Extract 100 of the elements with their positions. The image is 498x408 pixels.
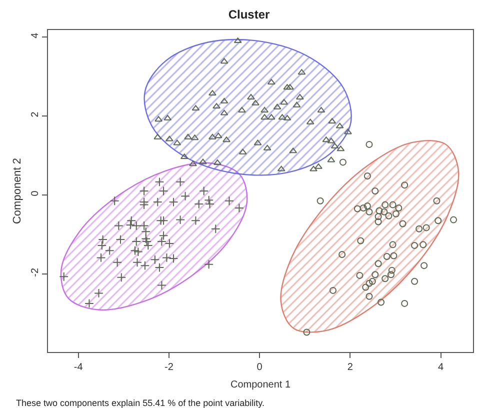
point: [180, 154, 188, 160]
point: [168, 254, 178, 264]
point: [180, 191, 190, 201]
point: [364, 172, 371, 180]
point: [164, 114, 172, 120]
point: [158, 186, 168, 196]
point: [362, 284, 370, 291]
point: [220, 110, 228, 116]
point: [401, 300, 408, 307]
point: [267, 78, 276, 84]
point: [114, 221, 124, 230]
point: [164, 238, 174, 248]
point: [330, 142, 339, 148]
point: [192, 105, 200, 111]
point: [141, 234, 151, 244]
point: [154, 262, 164, 272]
point: [328, 118, 336, 124]
x-tick-label: 4: [438, 362, 444, 373]
point: [389, 201, 396, 208]
point: [168, 197, 178, 207]
point: [204, 195, 214, 205]
point: [165, 136, 174, 142]
point: [322, 136, 330, 142]
point: [329, 286, 336, 294]
point: [133, 247, 143, 256]
point: [354, 205, 361, 212]
point: [380, 208, 388, 216]
point: [283, 114, 292, 120]
point: [220, 98, 228, 104]
point: [283, 84, 292, 90]
point: [112, 258, 122, 268]
x-axis-title: Component 1: [230, 380, 291, 390]
point: [450, 216, 458, 224]
point: [327, 156, 336, 162]
point: [316, 197, 324, 204]
point: [296, 94, 304, 100]
point: [208, 90, 216, 96]
point: [389, 241, 396, 248]
point: [247, 94, 255, 100]
point: [98, 234, 108, 244]
point: [97, 240, 107, 250]
point: [59, 272, 69, 282]
point: [420, 262, 428, 270]
point: [104, 246, 114, 256]
point: [260, 114, 269, 120]
point: [382, 201, 389, 208]
point: [286, 84, 294, 90]
y-tick-label: 2: [30, 111, 41, 118]
point: [158, 230, 168, 240]
point: [212, 103, 221, 109]
point: [360, 204, 367, 212]
point: [366, 140, 373, 148]
point: [154, 134, 162, 140]
point: [199, 158, 207, 164]
point: [420, 241, 427, 248]
point: [234, 203, 244, 213]
point: [366, 292, 373, 300]
point: [220, 58, 228, 64]
point: [116, 234, 126, 244]
point: [395, 204, 402, 212]
point: [277, 166, 286, 172]
point: [280, 99, 288, 105]
point: [416, 225, 423, 232]
point: [374, 213, 382, 220]
point: [142, 236, 152, 246]
text: These two components explain 55.41 % of the point variability.: [16, 398, 264, 408]
point: [139, 186, 149, 196]
point: [173, 140, 182, 146]
point: [278, 114, 286, 120]
point: [303, 328, 310, 336]
point: [140, 260, 150, 270]
point: [392, 210, 400, 218]
point: [139, 200, 149, 210]
point: [222, 136, 230, 142]
point: [422, 224, 430, 232]
point: [383, 253, 390, 260]
point: [411, 242, 418, 249]
point: [116, 272, 126, 282]
point: [289, 148, 298, 154]
point: [314, 163, 322, 169]
point: [234, 38, 242, 44]
point: [254, 140, 262, 146]
point: [385, 212, 392, 220]
point: [130, 246, 140, 256]
x-tick-label: -2: [164, 362, 174, 373]
point: [411, 278, 418, 285]
point: [263, 144, 272, 150]
point: [143, 240, 153, 250]
point: [387, 271, 394, 278]
y-tick-label: 4: [30, 32, 41, 38]
point: [214, 159, 222, 165]
point: [152, 197, 162, 207]
point: [190, 134, 199, 140]
point: [94, 288, 104, 298]
point: [372, 188, 379, 194]
point: [298, 69, 306, 75]
point: [357, 237, 364, 244]
point: [336, 122, 344, 128]
point: [374, 260, 382, 268]
point: [267, 114, 276, 120]
